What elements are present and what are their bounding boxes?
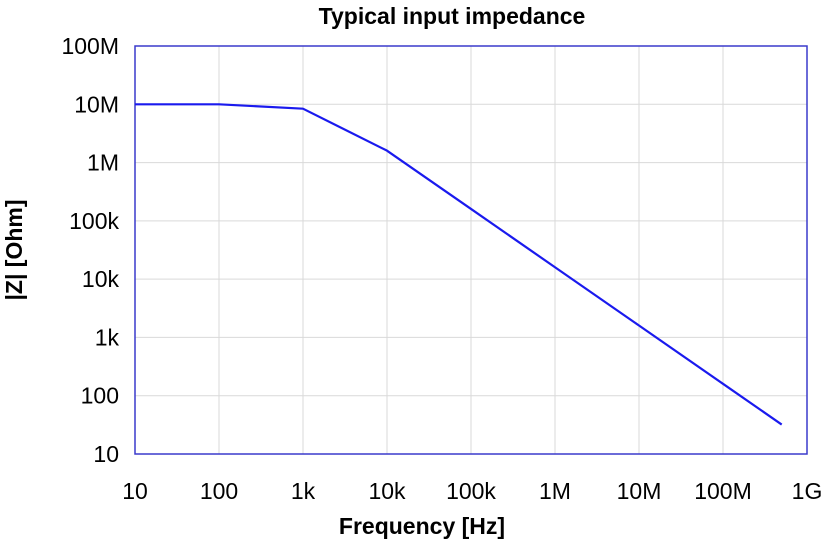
x-tick-label: 1G	[792, 478, 821, 504]
y-tick-label: 1k	[95, 324, 120, 350]
x-tick-label: 10	[122, 478, 148, 504]
plot-area	[134, 45, 808, 455]
series-layer	[135, 103, 783, 426]
y-tick-label: 10k	[82, 266, 120, 292]
y-axis-label: |Z| [Ohm]	[1, 199, 27, 300]
x-tick-label: 1k	[291, 478, 316, 504]
x-tick-label: 100M	[694, 478, 752, 504]
x-axis-ticks: 10 100 1k 10k 100k 1M 10M 100M 1G	[122, 478, 821, 504]
chart-title: Typical input impedance	[319, 3, 586, 29]
y-tick-label: 1M	[87, 150, 119, 176]
x-tick-label: 1M	[539, 478, 571, 504]
x-tick-label: 10M	[617, 478, 662, 504]
x-tick-label: 10k	[368, 478, 406, 504]
x-axis-label: Frequency [Hz]	[339, 513, 505, 539]
y-tick-label: 10M	[74, 91, 119, 117]
x-tick-label: 100k	[446, 478, 496, 504]
y-tick-label: 100k	[69, 208, 119, 234]
y-axis-ticks: 10 100 1k 10k 100k 1M 10M 100M	[61, 33, 119, 467]
y-tick-label: 100M	[61, 33, 119, 59]
series-line	[135, 103, 783, 426]
grid-layer	[135, 46, 807, 454]
y-tick-label: 100	[81, 383, 119, 409]
y-tick-label: 10	[93, 441, 119, 467]
x-tick-label: 100	[200, 478, 238, 504]
